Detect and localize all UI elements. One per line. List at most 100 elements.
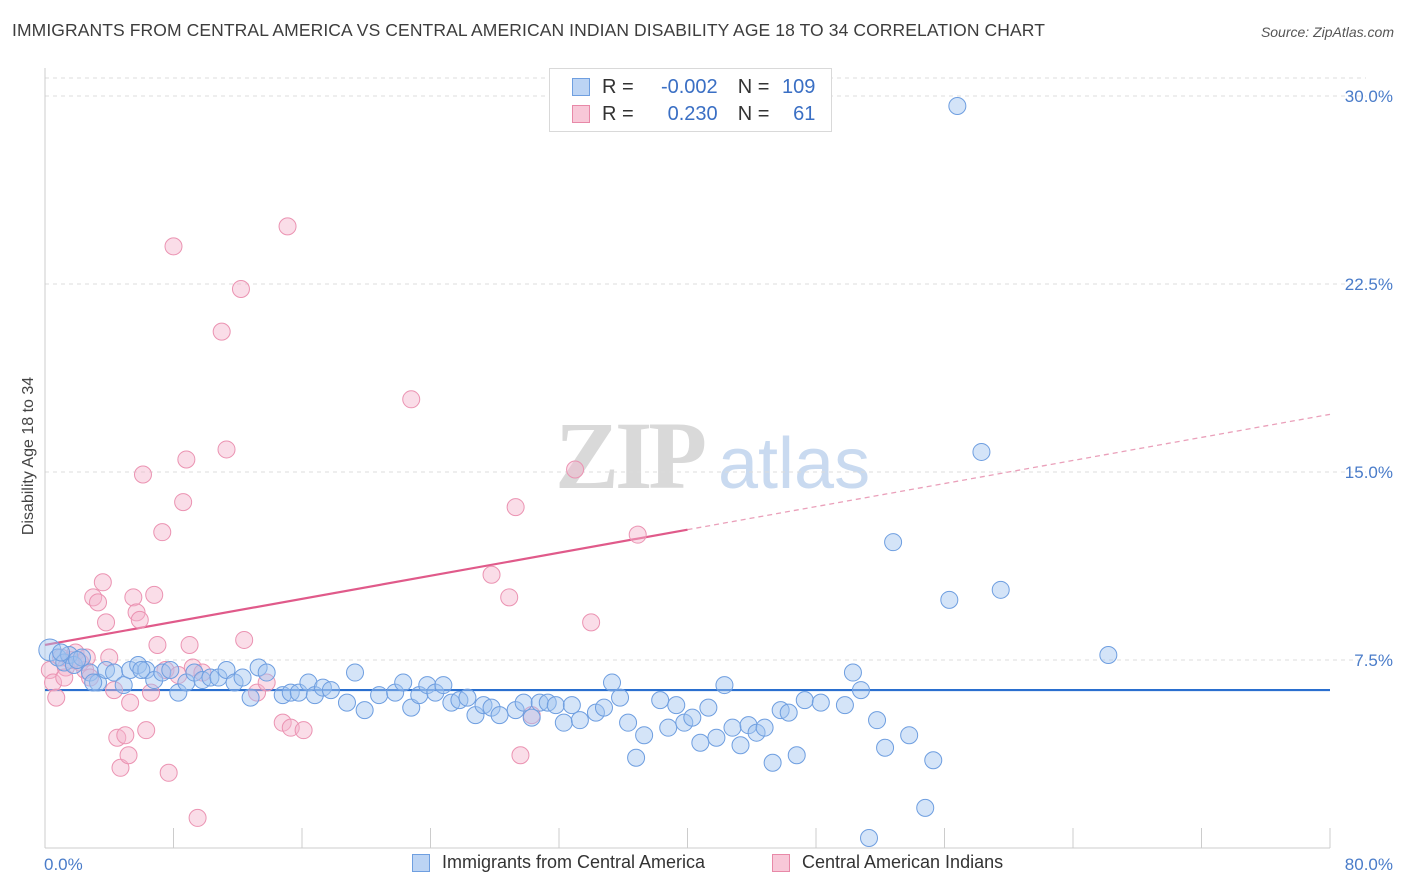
data-point — [161, 661, 180, 680]
data-point — [153, 523, 172, 542]
legend-n-label: N = — [737, 102, 770, 125]
y-tick-label: 30.0% — [1345, 87, 1393, 106]
data-point — [991, 580, 1010, 599]
data-point — [72, 648, 91, 667]
data-point — [627, 748, 646, 767]
data-point — [105, 663, 124, 682]
legend-n-value: 109 — [782, 75, 816, 98]
data-point — [458, 688, 477, 707]
data-point — [795, 691, 814, 710]
data-point — [683, 708, 702, 727]
legend-n-value: 61 — [793, 102, 816, 125]
data-point — [500, 588, 519, 607]
data-point — [174, 493, 193, 512]
data-point — [212, 322, 231, 341]
data-point — [570, 711, 589, 730]
data-point — [121, 693, 140, 712]
data-point — [116, 726, 135, 745]
data-point — [119, 746, 138, 765]
data-point — [289, 683, 308, 702]
data-point — [603, 673, 622, 692]
stats-legend: R = -0.002 N = 109 R = 0.230 N = 61 — [549, 68, 832, 132]
data-point — [89, 593, 108, 612]
data-point — [707, 728, 726, 747]
data-point — [177, 450, 196, 469]
data-point — [691, 733, 710, 752]
data-point — [84, 673, 103, 692]
watermark-atlas: atlas — [718, 424, 870, 504]
gridlines — [45, 77, 1366, 661]
data-point — [355, 701, 374, 720]
series-immigrants-central-america — [38, 97, 1118, 847]
data-point — [235, 630, 254, 649]
data-point — [434, 676, 453, 695]
data-point — [97, 613, 116, 632]
data-point — [876, 738, 895, 757]
data-point — [843, 663, 862, 682]
legend-swatch-pink — [772, 853, 790, 872]
data-point — [217, 440, 236, 459]
data-point — [402, 390, 421, 409]
data-point — [148, 635, 167, 654]
data-point — [755, 718, 774, 737]
data-point — [233, 668, 252, 687]
data-point — [257, 663, 276, 682]
legend-item-indians: Central American Indians — [772, 852, 1003, 873]
data-point — [940, 590, 959, 609]
legend-item-immigrants: Immigrants from Central America — [412, 852, 705, 873]
legend-swatch-blue — [412, 853, 430, 872]
data-point — [619, 713, 638, 732]
x-tick-label: 80.0% — [1345, 855, 1393, 874]
data-point — [394, 673, 413, 692]
legend-swatch-pink — [572, 105, 590, 123]
data-point — [114, 676, 133, 695]
data-point — [972, 442, 991, 461]
trend-lines — [44, 413, 1331, 692]
watermark-zip: ZIP — [555, 402, 704, 509]
data-point — [55, 668, 74, 687]
legend-row-pink: R = 0.230 N = 61 — [572, 101, 815, 127]
data-point — [948, 97, 967, 116]
data-point — [506, 498, 525, 517]
data-point — [594, 698, 613, 717]
data-point — [562, 696, 581, 715]
data-point — [188, 808, 207, 827]
trend-line-pink — [44, 528, 688, 647]
watermark: ZIP atlas — [555, 402, 870, 509]
data-point — [514, 693, 533, 712]
data-point — [180, 635, 199, 654]
y-tick-label: 22.5% — [1345, 275, 1393, 294]
legend-label-immigrants: Immigrants from Central America — [442, 852, 706, 872]
data-point — [278, 217, 297, 236]
data-point — [511, 746, 530, 765]
data-point — [294, 721, 313, 740]
trend-line-pink-dashed — [687, 413, 1331, 531]
data-point — [84, 588, 103, 607]
x-tick-label: 0.0% — [44, 855, 83, 874]
data-point — [731, 736, 750, 755]
data-point — [779, 703, 798, 722]
data-point — [715, 676, 734, 695]
data-point — [52, 643, 71, 662]
data-point — [667, 696, 686, 715]
data-point — [611, 688, 630, 707]
data-point — [257, 673, 276, 692]
data-point — [884, 533, 903, 552]
legend-r-label: R = — [602, 75, 634, 98]
data-point — [860, 828, 879, 847]
data-point — [811, 693, 830, 712]
data-point — [44, 673, 63, 692]
data-point — [241, 688, 260, 707]
data-point — [566, 460, 585, 479]
legend-row-blue: R = -0.002 N = 109 — [572, 74, 815, 100]
y-tick-label: 7.5% — [1354, 651, 1393, 670]
data-point — [763, 753, 782, 772]
source-label: Source: ZipAtlas.com — [1260, 24, 1394, 40]
data-point — [546, 696, 565, 715]
data-point — [47, 688, 66, 707]
data-point — [370, 686, 389, 705]
y-axis-label: Disability Age 18 to 34 — [20, 377, 37, 535]
data-point — [490, 706, 509, 725]
data-point — [133, 465, 152, 484]
